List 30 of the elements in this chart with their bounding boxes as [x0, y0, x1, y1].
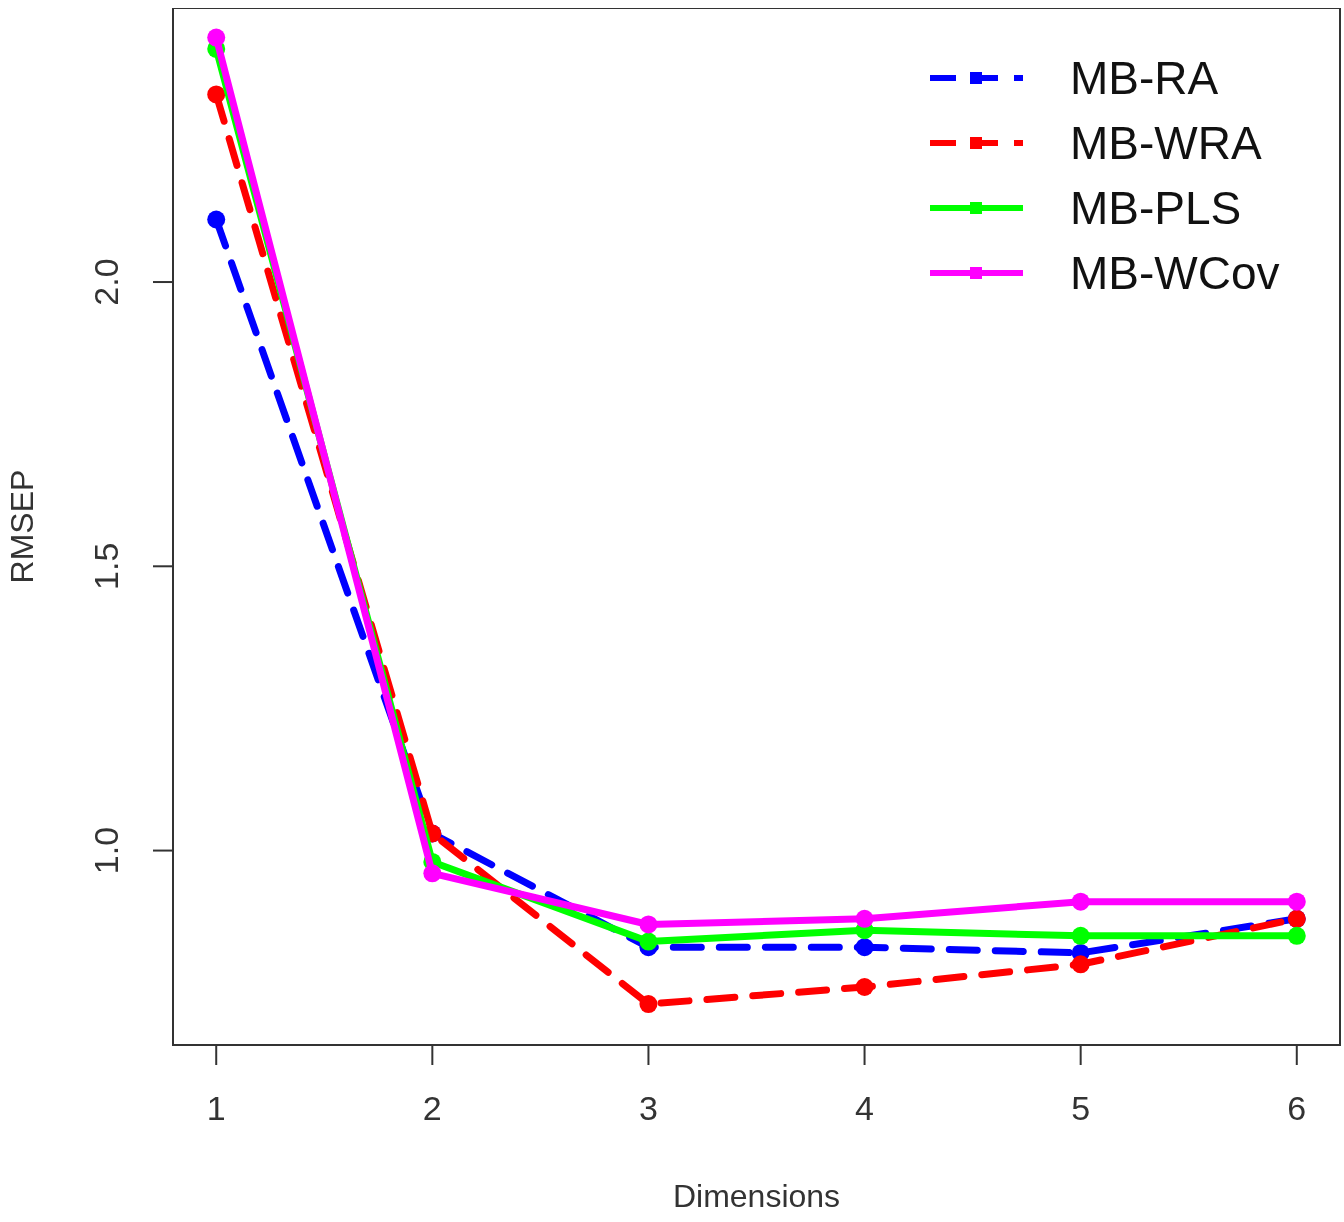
point	[855, 938, 874, 957]
x-tick-label: 3	[638, 1089, 658, 1127]
legend-label: MB-RA	[1070, 52, 1219, 104]
y-axis-title: RMSEP	[4, 469, 40, 584]
point	[207, 28, 226, 47]
x-tick-label: 6	[1287, 1089, 1307, 1127]
point	[1071, 955, 1090, 974]
point	[207, 210, 226, 229]
legend-label: MB-PLS	[1070, 182, 1242, 234]
x-tick-label: 5	[1071, 1089, 1091, 1127]
y-tick-label: 1.0	[87, 826, 125, 875]
x-axis-title: Dimensions	[672, 1178, 841, 1214]
x-tick-label: 1	[206, 1089, 226, 1127]
point	[855, 909, 874, 928]
point	[639, 995, 658, 1014]
point	[1287, 892, 1306, 911]
point	[1071, 926, 1090, 945]
x-tick-label: 2	[422, 1089, 442, 1127]
legend-label: MB-WCov	[1070, 247, 1280, 299]
point	[1287, 926, 1306, 945]
x-tick-label: 4	[855, 1089, 875, 1127]
point	[855, 978, 874, 997]
point	[207, 85, 226, 104]
point	[639, 915, 658, 934]
legend-label: MB-WRA	[1070, 117, 1262, 169]
y-tick-label: 1.5	[87, 542, 125, 590]
y-tick-label: 2.0	[87, 258, 125, 306]
point	[423, 864, 442, 883]
point	[1071, 892, 1090, 911]
point	[639, 932, 658, 951]
